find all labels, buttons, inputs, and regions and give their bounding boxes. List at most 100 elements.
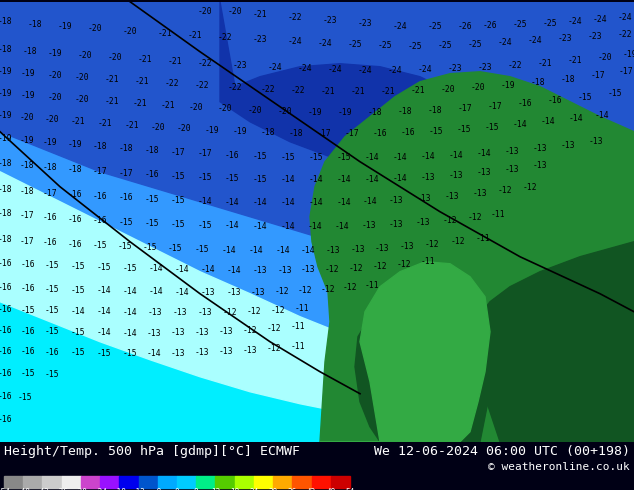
Text: -13: -13	[473, 189, 488, 198]
Text: -15: -15	[429, 127, 443, 136]
Text: -12: -12	[498, 186, 512, 195]
Text: -12: -12	[223, 308, 237, 317]
Text: -15: -15	[123, 349, 138, 358]
Text: 42: 42	[307, 489, 316, 490]
Text: -20: -20	[44, 115, 60, 124]
Text: -12: -12	[451, 237, 465, 246]
Text: -24: -24	[418, 65, 432, 74]
Text: -18: -18	[0, 185, 12, 194]
Text: -12: -12	[325, 265, 339, 274]
Text: -16: -16	[518, 99, 533, 108]
Text: -17: -17	[119, 169, 133, 178]
Text: -14: -14	[301, 246, 315, 255]
Text: -20: -20	[75, 95, 89, 104]
Text: 24: 24	[249, 489, 259, 490]
Text: -15: -15	[484, 123, 500, 132]
Text: -16: -16	[373, 129, 387, 138]
Text: -13: -13	[389, 220, 403, 229]
Text: -16: -16	[21, 327, 36, 336]
Text: -15: -15	[44, 306, 60, 315]
Text: -13: -13	[227, 288, 242, 297]
Polygon shape	[220, 2, 470, 164]
Text: -19: -19	[501, 81, 515, 90]
Text: -16: -16	[119, 193, 133, 202]
Text: -14: -14	[309, 175, 323, 184]
Text: -15: -15	[578, 93, 592, 102]
Text: -21: -21	[567, 56, 582, 65]
Text: -14: -14	[224, 221, 239, 230]
Text: -19: -19	[48, 49, 62, 58]
Text: -22: -22	[198, 59, 212, 68]
Text: -21: -21	[188, 31, 202, 40]
Text: -12: -12	[397, 260, 411, 269]
Text: -16: -16	[68, 190, 82, 199]
Text: -19: -19	[58, 22, 72, 31]
Text: -15: -15	[143, 243, 157, 252]
Text: -19: -19	[68, 140, 82, 149]
Text: -15: -15	[70, 262, 86, 271]
Bar	[61, 476, 81, 488]
Text: -22: -22	[165, 79, 179, 88]
Text: -15: -15	[607, 89, 623, 98]
Text: -19: -19	[623, 50, 634, 59]
Text: -13: -13	[172, 308, 187, 317]
Text: -48: -48	[16, 489, 30, 490]
Text: -13: -13	[195, 348, 209, 357]
Text: We 12-06-2024 06:00 UTC (00+198): We 12-06-2024 06:00 UTC (00+198)	[374, 445, 630, 459]
Text: -22: -22	[217, 33, 232, 42]
Text: -14: -14	[70, 307, 86, 316]
Text: -13: -13	[361, 221, 377, 230]
Text: -21: -21	[70, 117, 86, 126]
Text: -17: -17	[345, 129, 359, 138]
Text: -15: -15	[171, 196, 185, 205]
Text: -14: -14	[123, 329, 138, 338]
Text: -24: -24	[358, 66, 372, 75]
Bar	[235, 476, 254, 488]
Bar	[158, 476, 177, 488]
Text: -17: -17	[619, 67, 633, 76]
Text: -14: -14	[201, 265, 216, 274]
Text: -14: -14	[337, 175, 351, 184]
Text: -15: -15	[44, 370, 60, 379]
Text: 8: 8	[194, 489, 198, 490]
Text: -18: -18	[261, 128, 275, 137]
Text: -15: -15	[309, 153, 323, 162]
Text: -15: -15	[167, 244, 183, 253]
Text: -14: -14	[123, 308, 138, 317]
Text: -22: -22	[618, 30, 632, 39]
Text: -12: -12	[468, 213, 482, 222]
Text: -16: -16	[93, 192, 107, 201]
Text: -12: -12	[443, 216, 457, 225]
Text: -20: -20	[441, 85, 455, 94]
Text: -13: -13	[589, 137, 604, 146]
Text: -15: -15	[97, 263, 112, 272]
Text: -17: -17	[20, 237, 34, 246]
Text: -14: -14	[281, 198, 295, 207]
Text: -25: -25	[378, 41, 392, 50]
Text: -15: -15	[119, 218, 133, 227]
Text: -15: -15	[456, 125, 471, 134]
Text: -14: -14	[97, 307, 112, 316]
Text: -14: -14	[281, 175, 295, 184]
Text: -18: -18	[428, 106, 443, 115]
Text: -15: -15	[118, 242, 133, 251]
Text: -14: -14	[449, 151, 463, 160]
Text: -13: -13	[198, 308, 212, 317]
Text: -14: -14	[249, 246, 263, 255]
Text: -25: -25	[468, 40, 482, 49]
Text: 48: 48	[326, 489, 335, 490]
Text: -20: -20	[177, 124, 191, 133]
Text: -8: -8	[153, 489, 162, 490]
Text: -18: -18	[398, 107, 412, 116]
Text: -21: -21	[321, 87, 335, 96]
Text: -19: -19	[0, 89, 12, 98]
Text: -19: -19	[42, 138, 57, 147]
Text: -16: -16	[401, 128, 415, 137]
Text: -21: -21	[411, 86, 425, 95]
Text: -14: -14	[335, 222, 349, 231]
Text: -17: -17	[20, 211, 34, 220]
Text: -12: -12	[321, 285, 335, 294]
Text: -15: -15	[198, 173, 212, 182]
Text: -14: -14	[227, 266, 242, 275]
Bar	[254, 476, 273, 488]
